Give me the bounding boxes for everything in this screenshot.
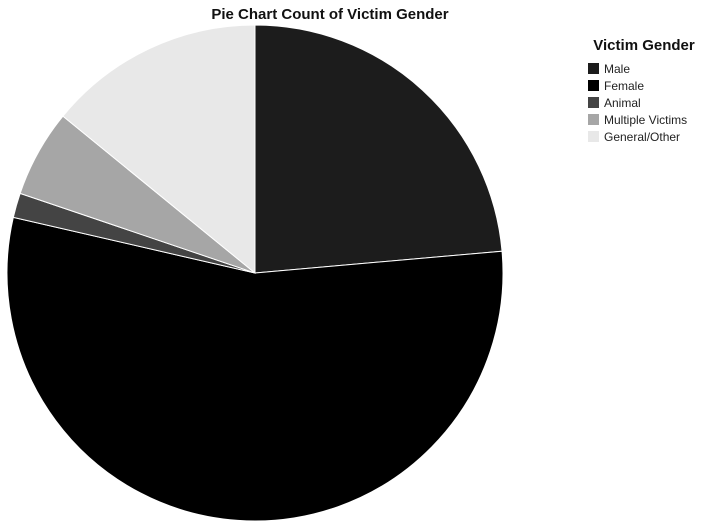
legend-swatch <box>588 63 599 74</box>
pie-slice-male <box>254 24 503 274</box>
legend-swatch <box>588 114 599 125</box>
chart-title: Pie Chart Count of Victim Gender <box>211 6 449 23</box>
legend-item-animal: Animal <box>588 94 712 111</box>
legend-label: Multiple Victims <box>604 112 688 127</box>
legend-swatch <box>588 80 599 91</box>
legend-label: General/Other <box>604 129 681 144</box>
legend-item-general-other: General/Other <box>588 128 712 145</box>
legend-label: Male <box>604 61 631 76</box>
legend-item-female: Female <box>588 77 712 94</box>
legend-item-male: Male <box>588 60 712 77</box>
legend-label: Animal <box>604 95 641 110</box>
legend-item-multiple-victims: Multiple Victims <box>588 111 712 128</box>
legend-swatch <box>588 97 599 108</box>
legend: Victim Gender Male Female Animal Multiple V… <box>588 38 712 145</box>
pie-slice-general-other <box>62 24 256 275</box>
legend-items: Male Female Animal Multiple Victims General/… <box>588 60 712 145</box>
legend-label: Female <box>604 78 645 93</box>
pie-slice-female <box>6 216 504 522</box>
legend-swatch <box>588 131 599 142</box>
legend-title: Victim Gender <box>593 37 695 54</box>
